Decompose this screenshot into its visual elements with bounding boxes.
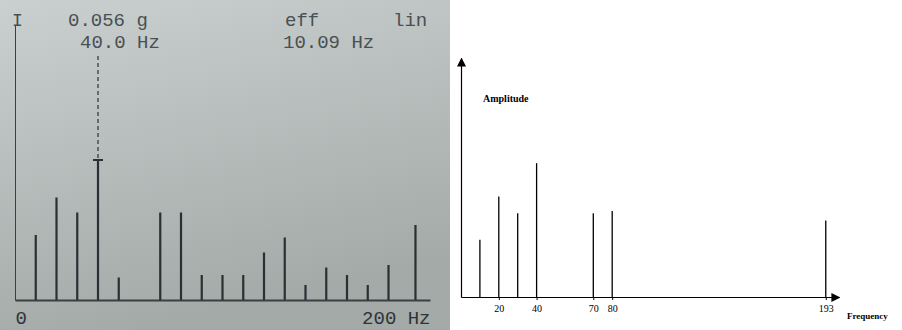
x-axis-title: Frequency (847, 311, 888, 321)
x-tick-label: 193 (819, 303, 834, 314)
spectrum-line (479, 240, 480, 297)
x-tick-mark (593, 297, 594, 300)
x-tick: 200 Hz (362, 300, 430, 330)
spectrum-line (612, 211, 613, 297)
spectrum-line (325, 268, 327, 301)
x-axis-line (462, 297, 840, 298)
y-axis-line (15, 26, 16, 301)
cursor-marker (93, 159, 103, 161)
x-tick: 70 (589, 297, 599, 314)
x-tick: 80 (608, 297, 618, 314)
screen-readout: I (12, 11, 23, 31)
plot-marks (480, 163, 826, 297)
y-axis-title: Amplitude (483, 93, 529, 104)
spectrum-line (159, 213, 161, 301)
chart-svg: 0 200 Hz I 0.056 g eff lin 40.0 Hz 10.09 Hz 20 40… (0, 0, 902, 330)
x-tick-label: 80 (608, 303, 618, 314)
spectrum-line (76, 213, 78, 301)
spectrum-line (180, 213, 182, 301)
spectrum-line (367, 285, 369, 300)
spectrum-line (35, 235, 37, 300)
x-tick-label: 20 (494, 303, 504, 314)
spectrum-line (536, 163, 537, 297)
spectrum-line (304, 285, 306, 300)
spectrum-line (387, 265, 389, 300)
spectrum-line (242, 275, 244, 300)
x-tick: 193 (819, 297, 834, 314)
x-axis: 20 40 70 80 193 (462, 297, 840, 314)
x-tick: 20 (494, 297, 504, 314)
spectrum-line (201, 275, 203, 300)
x-axis: 0 200 Hz (16, 300, 431, 330)
screen-readout: 0.056 g (68, 10, 148, 32)
x-tick-label: 70 (589, 303, 599, 314)
screen-readout: eff (285, 10, 319, 32)
screen-readout: lin (393, 10, 427, 32)
spectrum-line (284, 238, 286, 301)
y-axis-line (461, 59, 462, 298)
spectrum-line (414, 225, 416, 300)
spectrum-line (825, 221, 826, 297)
spectrum-line (55, 198, 57, 301)
spectrum-line (593, 213, 594, 297)
x-tick-mark (499, 297, 500, 300)
screen-readout: 40.0 Hz (80, 32, 160, 54)
spectrum-line (118, 278, 120, 301)
x-tick-mark (826, 297, 827, 300)
spectrum-line (346, 275, 348, 300)
cursor-line (97, 56, 99, 160)
panel-background (0, 0, 450, 330)
x-tick-mark (612, 297, 613, 300)
spectrum-line (97, 160, 99, 300)
plot-marks (36, 160, 416, 300)
y-axis (461, 59, 462, 298)
screen-readout: 10.09 Hz (283, 32, 374, 54)
spectrum-line (221, 275, 223, 300)
panel-background (452, 0, 902, 330)
spectrum-line (498, 197, 499, 297)
x-tick: 0 (16, 300, 27, 330)
x-tick-label: 200 Hz (362, 308, 430, 330)
spectrum-line (263, 253, 265, 301)
y-axis (15, 26, 16, 301)
chart-root: 0 200 Hz I 0.056 g eff lin 40.0 Hz 10.09 Hz 20 40… (0, 0, 902, 330)
x-tick-label: 40 (532, 303, 542, 314)
x-tick: 40 (532, 297, 542, 314)
x-tick-mark (537, 297, 538, 300)
spectrum-line (517, 213, 518, 297)
x-tick-label: 0 (16, 308, 27, 330)
